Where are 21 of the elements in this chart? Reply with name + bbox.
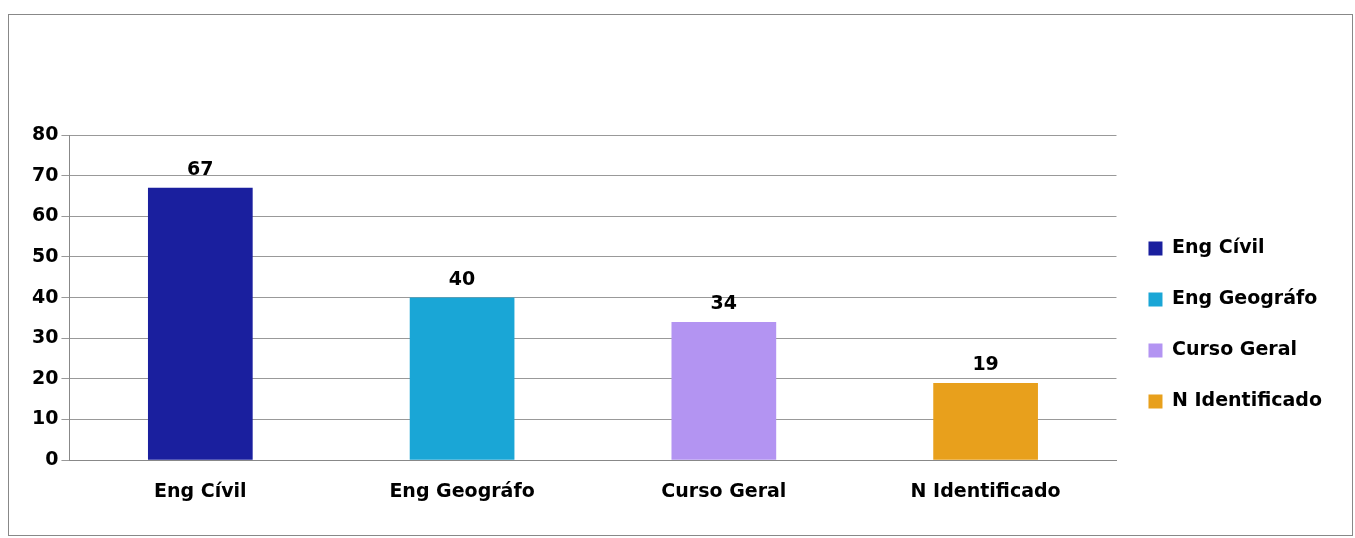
y-tick-label: 40 bbox=[31, 284, 59, 307]
legend-label: N Identificado bbox=[1171, 388, 1322, 411]
data-label: 19 bbox=[972, 352, 999, 375]
x-tick-label: Eng Cívil bbox=[154, 478, 247, 501]
x-tick-label: Eng Geográfo bbox=[389, 478, 535, 501]
y-tick-label: 10 bbox=[31, 406, 59, 429]
legend-label: Eng Geográfo bbox=[1171, 286, 1318, 309]
y-tick-label: 50 bbox=[31, 243, 59, 266]
y-tick-label: 0 bbox=[45, 447, 59, 470]
data-label: 40 bbox=[448, 267, 476, 290]
data-label: 67 bbox=[187, 157, 214, 180]
x-tick-label: Curso Geral bbox=[661, 478, 787, 501]
y-tick-label: 60 bbox=[31, 203, 59, 226]
y-tick-label: 70 bbox=[31, 162, 59, 185]
y-tick-label: 20 bbox=[31, 365, 59, 388]
y-tick-label: 80 bbox=[31, 121, 59, 144]
legend-label: Eng Cívil bbox=[1171, 235, 1265, 258]
x-tick-label: N Identificado bbox=[910, 478, 1061, 501]
y-tick-label: 30 bbox=[31, 325, 59, 348]
legend-label: Curso Geral bbox=[1171, 337, 1297, 360]
data-label: 34 bbox=[710, 291, 738, 314]
